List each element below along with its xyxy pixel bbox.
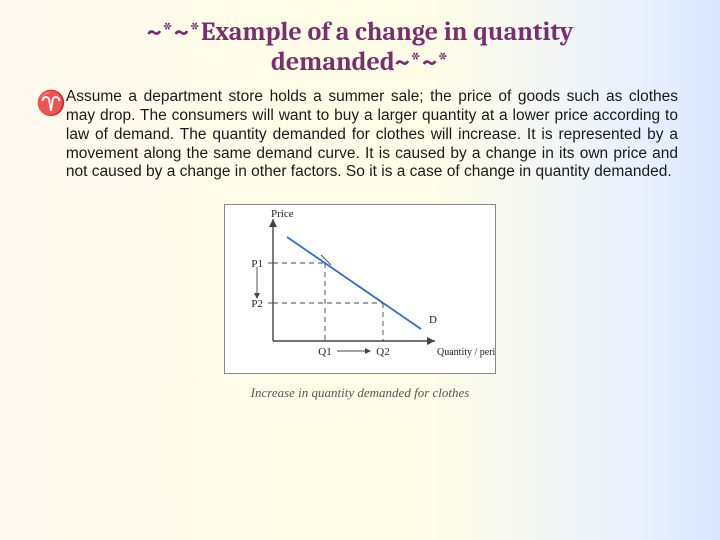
figure: PriceQuantity / periodDP1P2Q1Q2 Increase… bbox=[36, 204, 684, 401]
svg-text:Price: Price bbox=[271, 208, 294, 220]
figure-caption: Increase in quantity demanded for clothe… bbox=[36, 385, 684, 401]
body-paragraph: Assume a department store holds a summer… bbox=[66, 88, 684, 183]
svg-text:Quantity / period: Quantity / period bbox=[437, 347, 495, 358]
slide: ~*~*Example of a change in quantity dema… bbox=[0, 0, 720, 540]
demand-chart-svg: PriceQuantity / periodDP1P2Q1Q2 bbox=[225, 205, 495, 373]
svg-text:D: D bbox=[429, 314, 437, 326]
page-title: ~*~*Example of a change in quantity dema… bbox=[36, 18, 684, 78]
svg-text:P2: P2 bbox=[251, 298, 263, 310]
svg-text:Q1: Q1 bbox=[318, 346, 331, 358]
svg-text:Q2: Q2 bbox=[376, 346, 389, 358]
aries-bullet-icon: ♈ bbox=[36, 88, 66, 116]
demand-chart: PriceQuantity / periodDP1P2Q1Q2 bbox=[224, 204, 496, 374]
body-row: ♈ Assume a department store holds a summ… bbox=[36, 88, 684, 183]
